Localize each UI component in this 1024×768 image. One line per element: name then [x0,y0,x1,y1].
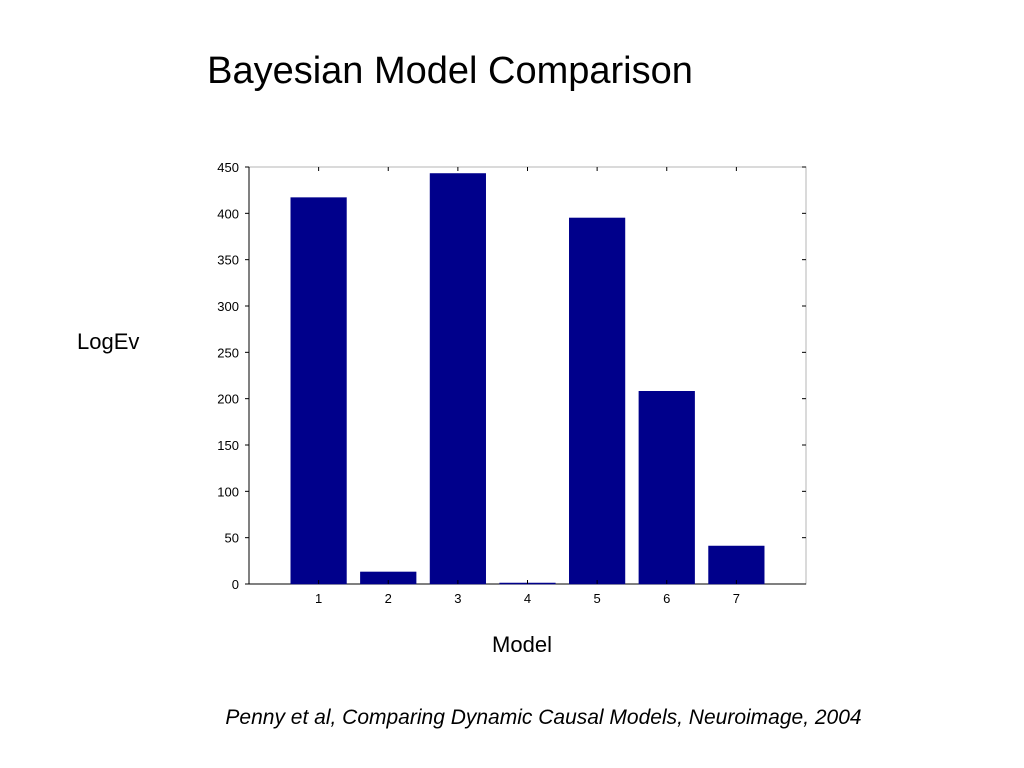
citation: Penny et al, Comparing Dynamic Causal Mo… [225,706,862,729]
y-tick-label: 50 [225,531,239,546]
x-tick-label: 7 [733,591,740,606]
x-tick-label: 5 [594,591,601,606]
y-tick-label: 0 [232,577,239,592]
y-tick-label: 150 [217,438,239,453]
y-tick-label: 450 [217,160,239,175]
y-tick-label: 350 [217,253,239,268]
y-tick-label: 100 [217,484,239,499]
bar-model-7 [708,545,765,585]
x-tick-label: 6 [663,591,670,606]
x-tick-label: 4 [524,591,531,606]
x-axis-label: Model [492,632,552,657]
x-tick-label: 1 [315,591,322,606]
y-tick-label: 200 [217,392,239,407]
x-tick-label: 2 [385,591,392,606]
y-tick-label: 400 [217,206,239,221]
y-axis-label: LogEv [77,329,140,354]
slide-title: Bayesian Model Comparison [207,50,693,92]
y-tick-label: 250 [217,345,239,360]
bar-model-3 [429,173,486,585]
y-tick-label: 300 [217,299,239,314]
ticks-layer: 0 50 100 150 200 250 300 350 400 450 1 2 3 4 5 6 7 [217,160,806,606]
bar-model-5 [569,217,626,585]
bars-layer [290,173,765,585]
x-tick-label: 3 [454,591,461,606]
bar-model-1 [290,197,347,585]
bar-model-6 [638,391,695,585]
